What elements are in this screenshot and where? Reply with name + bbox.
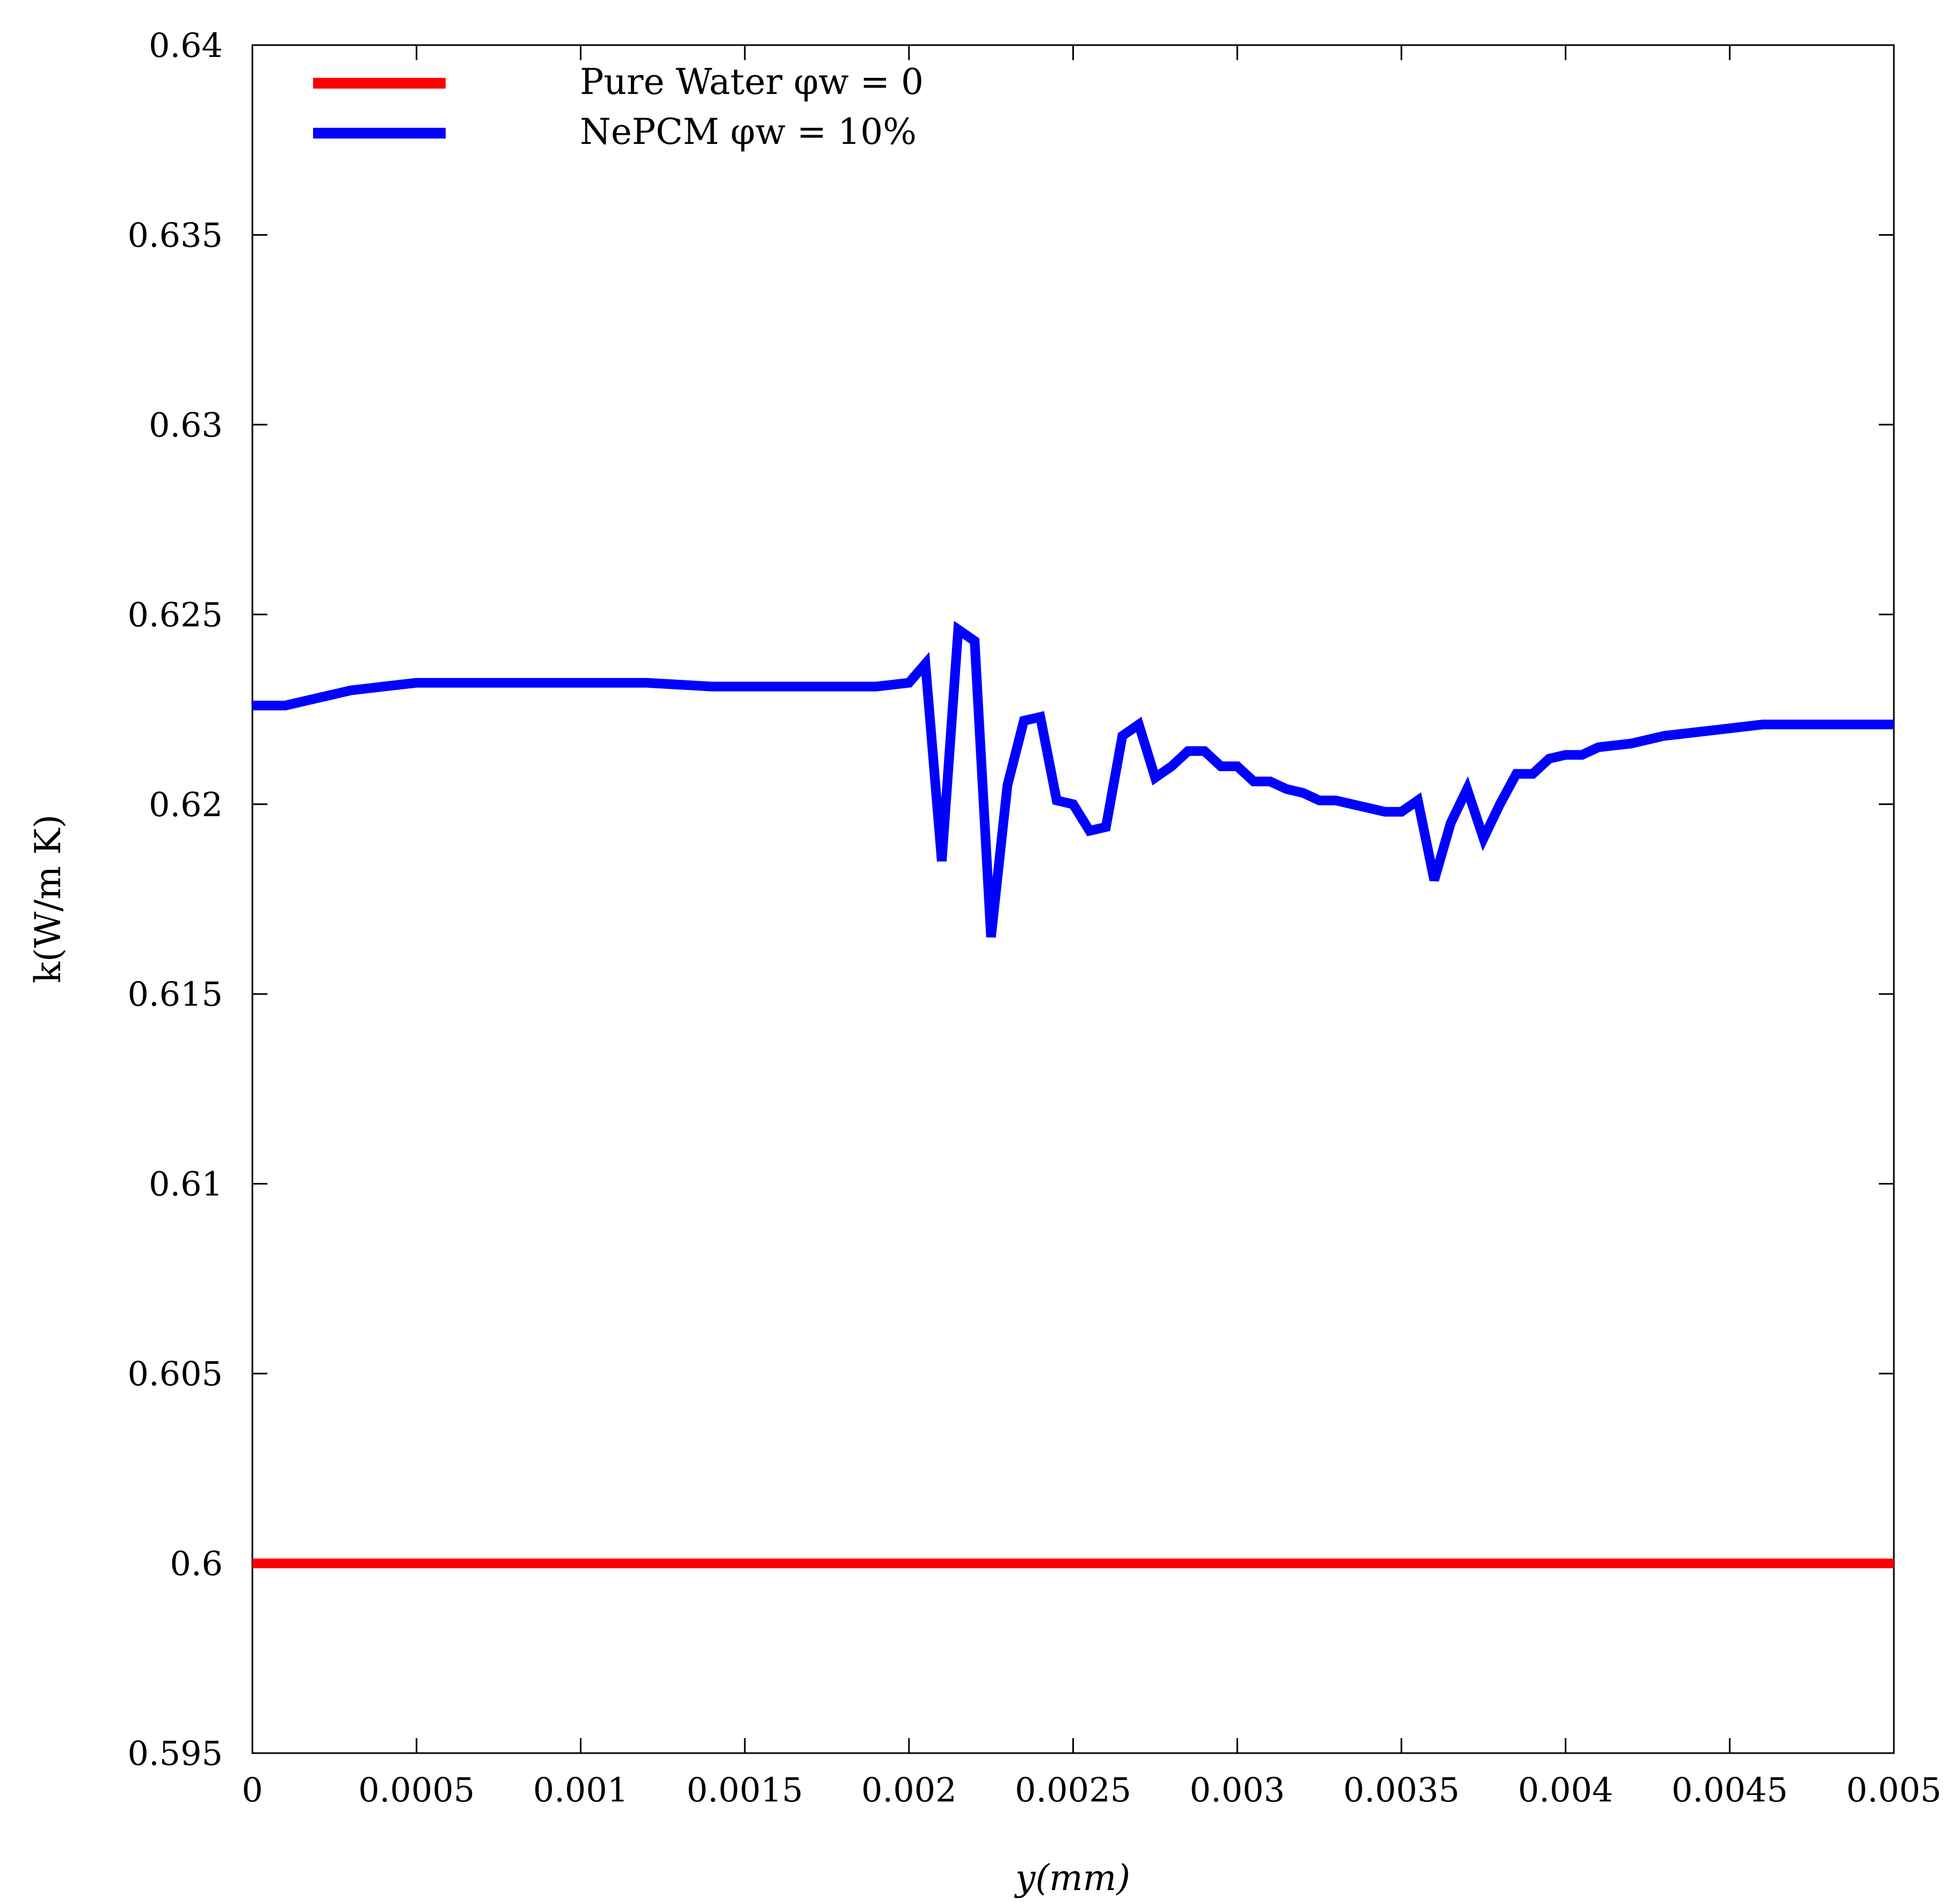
- y-tick-label: 0.595: [128, 1734, 223, 1773]
- x-tick-label: 0.0035: [1343, 1770, 1459, 1809]
- legend: Pure Water φw = 0 NePCM φw = 10%: [313, 61, 924, 152]
- y-tick-label: 0.6: [170, 1544, 223, 1583]
- x-axis-title: y(mm): [1014, 1857, 1130, 1899]
- series-line-1: [252, 621, 1894, 938]
- y-tick-label: 0.625: [128, 595, 223, 634]
- y-tick-label: 0.64: [149, 26, 223, 65]
- x-tick-labels: 0 0.0005 0.001 0.0015 0.002 0.0025 0.003 0.0035…: [242, 1770, 1941, 1809]
- x-tick-label: 0.005: [1846, 1770, 1942, 1809]
- plot-frame: [251, 44, 1895, 1754]
- y-tick-label: 0.605: [128, 1354, 223, 1393]
- y-tick-label: 0.62: [149, 785, 223, 824]
- x-tick-label: 0.0015: [687, 1770, 803, 1809]
- x-tick-label: 0.004: [1518, 1770, 1614, 1809]
- x-tick-label: 0: [242, 1770, 263, 1809]
- series-layer: [252, 621, 1894, 1568]
- y-tick-label: 0.63: [149, 405, 223, 445]
- x-tick-label: 0.0005: [358, 1770, 475, 1809]
- x-tick-label: 0.003: [1189, 1770, 1285, 1809]
- x-tick-label: 0.001: [533, 1770, 629, 1809]
- y-tick-label: 0.615: [128, 975, 223, 1014]
- x-tick-label: 0.002: [861, 1770, 957, 1809]
- axis-ticks: [251, 44, 1895, 1754]
- legend-label-pure-water: Pure Water φw = 0: [580, 61, 924, 103]
- legend-label-nepcm: NePCM φw = 10%: [580, 111, 917, 152]
- y-tick-label: 0.635: [128, 215, 223, 255]
- y-axis-title: k(W/m K): [27, 815, 69, 983]
- y-tick-label: 0.61: [149, 1165, 223, 1204]
- x-tick-label: 0.0045: [1672, 1770, 1788, 1809]
- y-tick-labels: 0.595 0.6 0.605 0.61 0.615 0.62 0.625 0.63 0.635…: [128, 26, 223, 1773]
- x-tick-label: 0.0025: [1015, 1770, 1131, 1809]
